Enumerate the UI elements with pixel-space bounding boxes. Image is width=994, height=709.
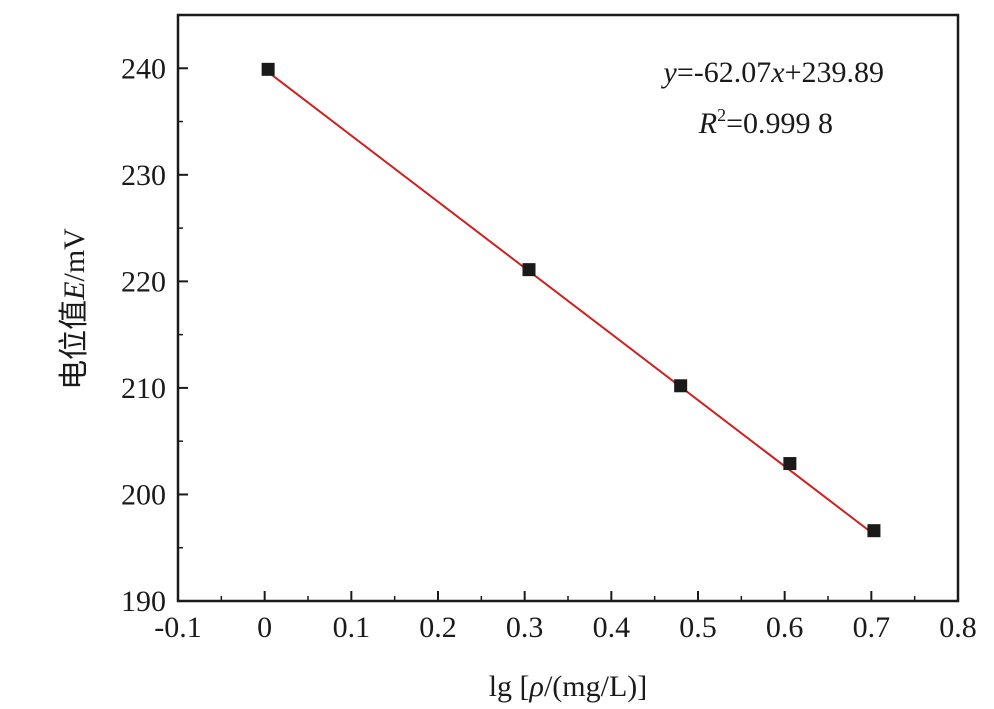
y-axis-title-suffix: /mV: [58, 228, 91, 282]
x-tick-label: 0.6: [766, 611, 804, 644]
y-axis-title-symbol: E: [58, 282, 91, 301]
data-point: [261, 62, 275, 76]
y-axis-title: 电位值E/mV: [57, 228, 92, 390]
y-axis-title-prefix: 电位值: [57, 300, 92, 390]
r-squared: R2=0.999 8: [698, 105, 833, 140]
x-tick-label: 0.1: [333, 611, 371, 644]
x-tick-label: 0.7: [853, 611, 891, 644]
x-tick-label: 0.3: [506, 611, 544, 644]
x-axis-title: lg [ρ/(mg/L)]: [489, 670, 648, 703]
x-tick-label: 0.5: [679, 611, 717, 644]
x-tick-label: -0.1: [154, 611, 202, 644]
data-point: [783, 457, 797, 471]
fit-line-layer: [267, 71, 875, 536]
x-tick-label: 0: [257, 611, 272, 644]
r-squared-value: =0.999 8: [726, 107, 833, 140]
data-point: [674, 379, 688, 393]
data-point: [867, 524, 881, 538]
x-axis-ticks: -0.1 0 0.1 0.2 0.3 0.4 0.5 0.6 0.7 0.8: [154, 591, 977, 644]
y-tick-label: 210: [121, 372, 166, 405]
x-axis-title-symbol: ρ: [529, 670, 544, 703]
y-axis-ticks: 190 200 210 220 230 240: [121, 52, 188, 618]
equation-y-var: y: [661, 56, 678, 89]
plot-frame: [176, 13, 960, 603]
data-point: [522, 263, 536, 277]
x-axis-title-suffix: /(mg/L)]: [544, 670, 647, 703]
equation-x-var: x: [770, 56, 785, 89]
x-axis-title-prefix: lg [: [489, 670, 530, 703]
y-tick-label: 240: [121, 52, 166, 85]
equation-slope: =-62.07: [677, 56, 771, 89]
data-points: [261, 62, 881, 538]
x-tick-label: 0.2: [419, 611, 457, 644]
y-tick-label: 230: [121, 159, 166, 192]
plot-area: [176, 13, 960, 603]
y-tick-label: 190: [121, 585, 166, 618]
r-squared-var: R: [698, 107, 717, 140]
regression-equation: y=-62.07x+239.89: [661, 56, 885, 89]
y-tick-label: 200: [121, 478, 166, 511]
regression-line: [267, 71, 875, 536]
x-tick-label: 0.4: [593, 611, 631, 644]
x-tick-label: 0.8: [939, 611, 977, 644]
equation-intercept: +239.89: [785, 56, 884, 89]
y-tick-label: 220: [121, 265, 166, 298]
r-squared-sup: 2: [717, 105, 726, 125]
